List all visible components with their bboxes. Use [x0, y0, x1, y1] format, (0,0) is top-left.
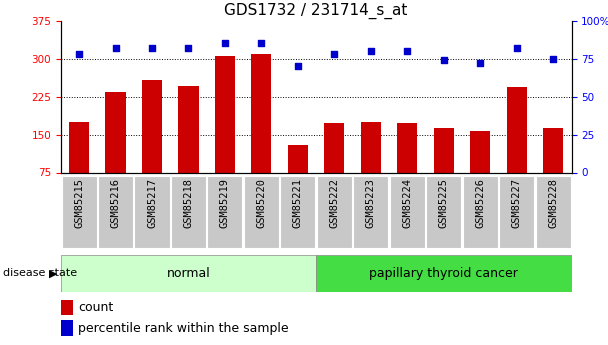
Bar — [397, 124, 417, 172]
FancyBboxPatch shape — [207, 176, 243, 248]
Text: GSM85223: GSM85223 — [366, 178, 376, 228]
Point — [147, 45, 157, 51]
Point — [220, 41, 230, 46]
Text: GSM85218: GSM85218 — [184, 178, 193, 228]
Text: ▶: ▶ — [49, 268, 58, 278]
Point — [439, 57, 449, 63]
FancyBboxPatch shape — [390, 176, 425, 248]
Text: GSM85215: GSM85215 — [74, 178, 84, 228]
Text: GSM85221: GSM85221 — [293, 178, 303, 228]
Bar — [215, 56, 235, 172]
FancyBboxPatch shape — [536, 176, 571, 248]
Bar — [69, 122, 89, 172]
Bar — [543, 128, 563, 172]
Point — [475, 60, 485, 66]
Point — [548, 56, 558, 61]
Point — [111, 45, 120, 51]
Bar — [142, 80, 162, 172]
FancyBboxPatch shape — [426, 176, 461, 248]
Text: GSM85225: GSM85225 — [439, 178, 449, 228]
Text: GSM85228: GSM85228 — [548, 178, 558, 228]
Text: GSM85219: GSM85219 — [220, 178, 230, 228]
Text: papillary thyroid cancer: papillary thyroid cancer — [370, 267, 518, 280]
FancyBboxPatch shape — [61, 176, 97, 248]
Bar — [434, 128, 454, 172]
Point — [74, 51, 84, 57]
Text: GSM85227: GSM85227 — [512, 178, 522, 228]
Bar — [251, 53, 271, 172]
Bar — [506, 88, 527, 172]
Text: disease state: disease state — [3, 268, 77, 278]
Text: GSM85220: GSM85220 — [257, 178, 266, 228]
FancyBboxPatch shape — [280, 176, 316, 248]
Point — [512, 45, 522, 51]
Bar — [288, 145, 308, 172]
Bar — [324, 124, 344, 172]
FancyBboxPatch shape — [134, 176, 170, 248]
FancyBboxPatch shape — [463, 176, 498, 248]
Text: GSM85226: GSM85226 — [475, 178, 485, 228]
Bar — [470, 131, 490, 172]
Text: GSM85222: GSM85222 — [330, 178, 339, 228]
Bar — [61, 299, 73, 315]
Text: GSM85217: GSM85217 — [147, 178, 157, 228]
FancyBboxPatch shape — [98, 176, 133, 248]
Text: GSM85224: GSM85224 — [402, 178, 412, 228]
Point — [330, 51, 339, 57]
Point — [257, 41, 266, 46]
FancyBboxPatch shape — [317, 176, 352, 248]
Bar — [105, 91, 125, 172]
FancyBboxPatch shape — [244, 176, 279, 248]
FancyBboxPatch shape — [171, 176, 206, 248]
FancyBboxPatch shape — [353, 176, 389, 248]
Point — [366, 48, 376, 54]
Text: percentile rank within the sample: percentile rank within the sample — [78, 322, 288, 335]
FancyBboxPatch shape — [61, 255, 316, 292]
Point — [184, 45, 193, 51]
FancyBboxPatch shape — [316, 255, 572, 292]
FancyBboxPatch shape — [499, 176, 534, 248]
Point — [293, 63, 303, 69]
Text: GSM85216: GSM85216 — [111, 178, 120, 228]
Text: normal: normal — [167, 267, 210, 280]
Bar — [61, 320, 73, 336]
Point — [402, 48, 412, 54]
Title: GDS1732 / 231714_s_at: GDS1732 / 231714_s_at — [224, 3, 408, 19]
Bar — [361, 122, 381, 172]
Text: count: count — [78, 302, 113, 314]
Bar — [178, 87, 198, 172]
